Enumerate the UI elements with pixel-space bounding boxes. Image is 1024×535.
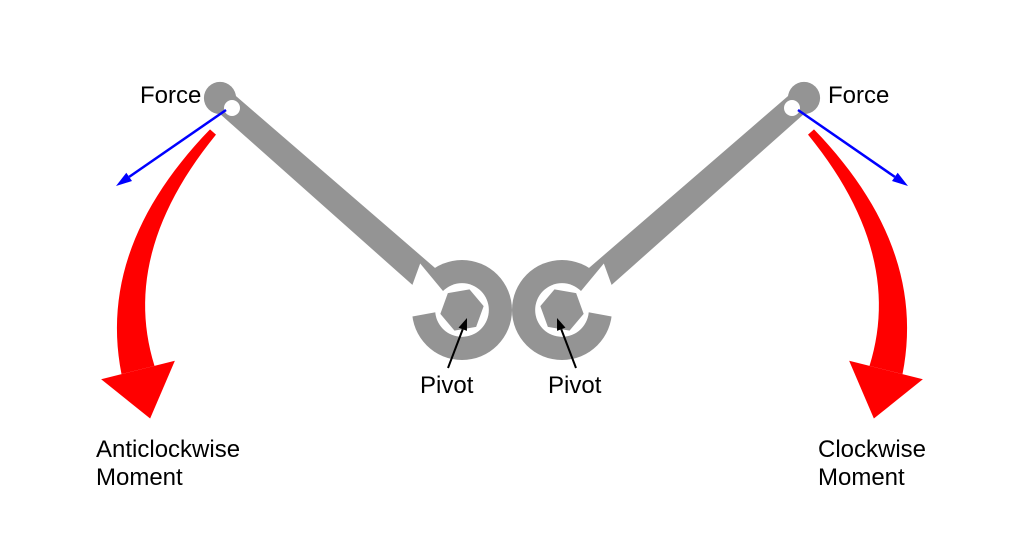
force-left-label: Force <box>140 82 201 110</box>
pivot-left-label: Pivot <box>420 372 473 400</box>
moment-arrow-body <box>808 129 907 374</box>
wrench-ring-hole <box>784 100 800 116</box>
pivot-right-label: Pivot <box>548 372 601 400</box>
moment-arrow-body <box>117 129 216 374</box>
wrench-handle <box>573 89 811 302</box>
wrench-ring-hole <box>224 100 240 116</box>
force-right-label: Force <box>828 82 889 110</box>
wrench-handle <box>212 89 450 302</box>
force-arrow-left-head <box>116 173 132 186</box>
moment-diagram: Force Force Pivot Pivot Anticlockwise Mo… <box>0 0 1024 535</box>
force-arrow-right-head <box>892 173 908 186</box>
moment-left-label: Anticlockwise Moment <box>96 436 240 491</box>
moment-right-label: Clockwise Moment <box>818 436 926 491</box>
